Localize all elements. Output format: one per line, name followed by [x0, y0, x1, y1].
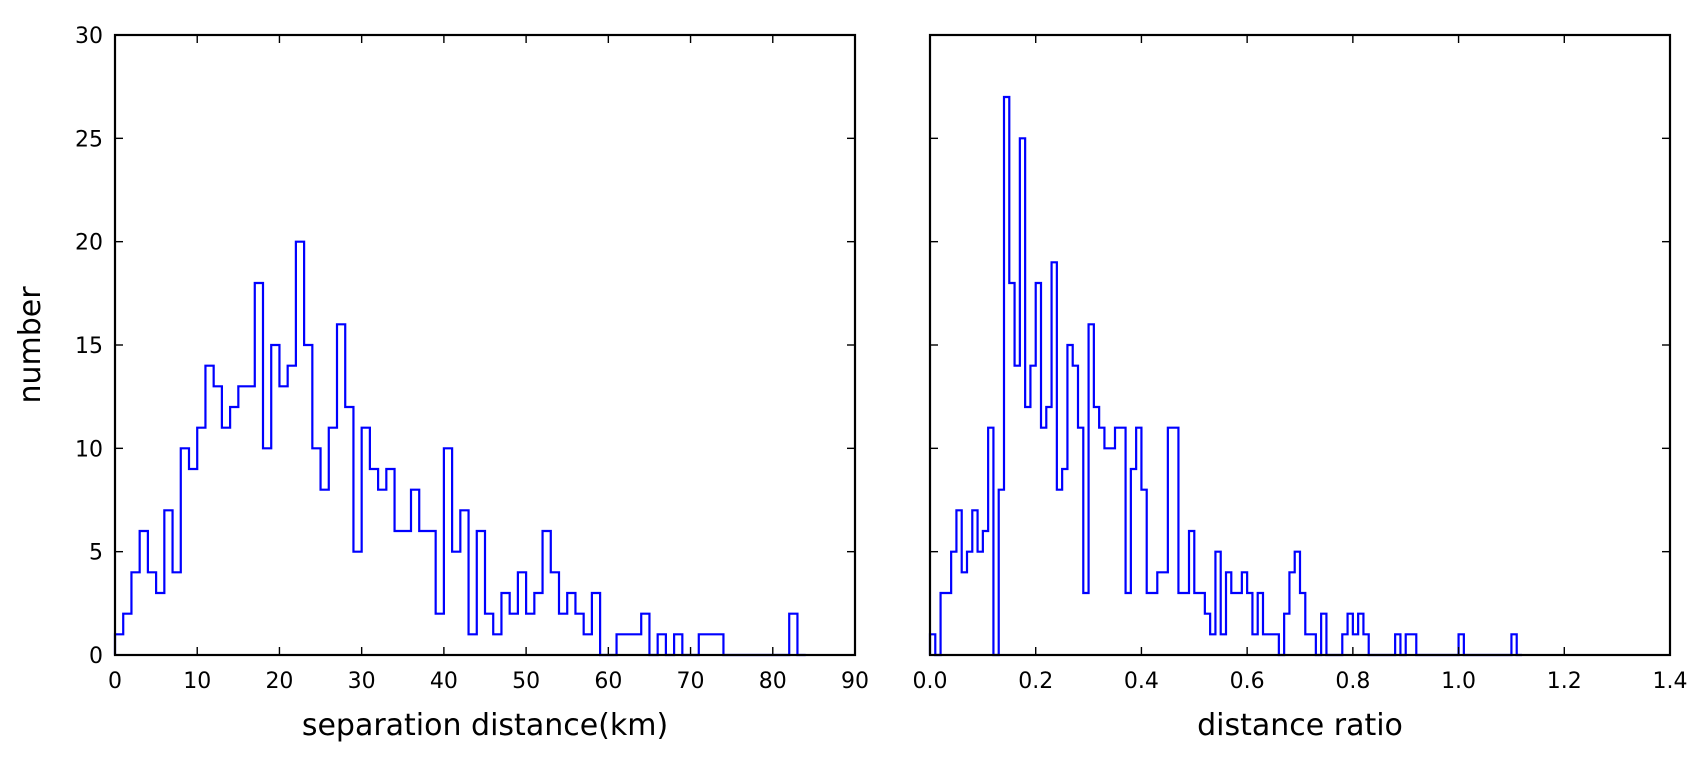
y-tick-label: 10 [75, 437, 103, 462]
right-x-tick-labels: 0.0 0.2 0.4 0.6 0.8 1.0 1.2 1.4 [913, 669, 1688, 694]
x-tick-label: 1.4 [1653, 669, 1688, 694]
y-tick-label: 0 [89, 644, 103, 669]
x-tick-label: 1.0 [1441, 669, 1476, 694]
right-axis-ticks [929, 34, 1671, 656]
x-tick-label: 40 [430, 669, 458, 694]
left-x-axis-label: separation distance(km) [302, 708, 668, 743]
x-tick-label: 0.4 [1124, 669, 1159, 694]
left-y-tick-labels: 0 5 10 15 20 25 30 [75, 24, 103, 669]
x-tick-label: 90 [841, 669, 869, 694]
y-tick-label: 30 [75, 24, 103, 49]
y-axis-label: number [13, 286, 48, 404]
x-tick-label: 0.6 [1230, 669, 1265, 694]
x-tick-label: 10 [183, 669, 211, 694]
x-tick-label: 30 [348, 669, 376, 694]
right-x-axis-label: distance ratio [1197, 708, 1403, 743]
left-axis-ticks [114, 34, 856, 656]
separation-histogram-line [113, 240, 806, 657]
x-tick-label: 1.2 [1547, 669, 1582, 694]
y-tick-label: 25 [75, 127, 103, 152]
left-histogram-panel: 0 10 20 30 40 50 60 70 80 90 0 5 10 15 20 25 30 separat… [13, 24, 869, 743]
x-tick-label: 80 [759, 669, 787, 694]
x-tick-label: 0.8 [1335, 669, 1370, 694]
x-tick-label: 50 [512, 669, 540, 694]
y-tick-label: 5 [89, 541, 103, 566]
distance-ratio-histogram-line [928, 95, 1522, 657]
x-tick-label: 0.0 [913, 669, 948, 694]
x-tick-label: 60 [594, 669, 622, 694]
y-tick-label: 15 [75, 334, 103, 359]
x-tick-label: 20 [265, 669, 293, 694]
y-tick-label: 20 [75, 231, 103, 256]
right-histogram-panel: 0.0 0.2 0.4 0.6 0.8 1.0 1.2 1.4 distance ratio [913, 33, 1688, 743]
x-tick-label: 0 [108, 669, 122, 694]
x-tick-label: 70 [677, 669, 705, 694]
x-tick-label: 0.2 [1018, 669, 1053, 694]
left-x-tick-labels: 0 10 20 30 40 50 60 70 80 90 [108, 669, 869, 694]
